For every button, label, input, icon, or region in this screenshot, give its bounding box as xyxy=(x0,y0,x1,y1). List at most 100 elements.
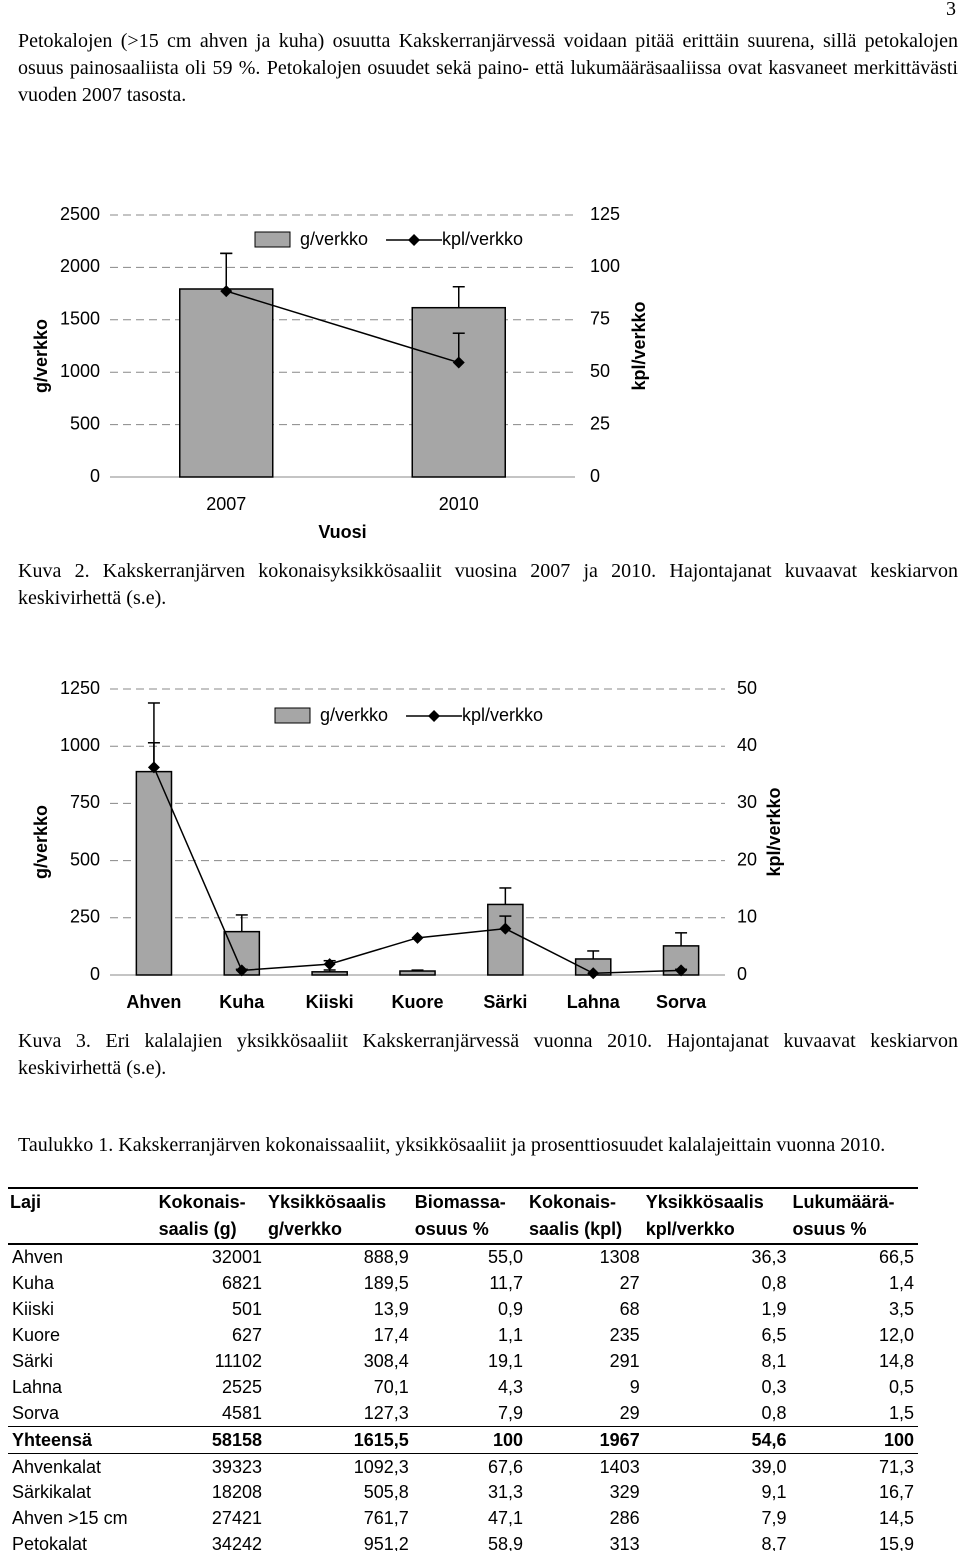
y2-tick-label: 40 xyxy=(737,735,757,755)
table-cell: 31,3 xyxy=(487,1482,524,1503)
table-cell: 1,5 xyxy=(888,1402,914,1423)
table-cell: 39323 xyxy=(211,1456,262,1477)
table-cell: Ahvenkalat xyxy=(12,1456,102,1477)
table-row: Ahven 32001 888,9 55,0 1308 36,3 66,5 xyxy=(8,1244,918,1271)
table-cell: 329 xyxy=(609,1482,640,1503)
table-row: Ahven >15 cm 27421 761,7 47,1 286 7,9 14,5 xyxy=(8,1506,918,1532)
table-cell: 36,3 xyxy=(751,1247,787,1268)
y2-tick-label: 50 xyxy=(737,678,757,698)
table-cell: 4,3 xyxy=(498,1376,524,1397)
table-cell: 12,0 xyxy=(878,1325,914,1346)
table-cell: 13,9 xyxy=(373,1299,409,1320)
y-tick-label: 250 xyxy=(70,907,100,927)
y-axis-title: g/verkko xyxy=(31,319,51,393)
header-cell: Kokonais-saalis (g) xyxy=(156,1187,266,1245)
header-text: Yksikkösaalis xyxy=(645,1192,764,1212)
table-cell: 0,5 xyxy=(888,1376,914,1397)
y-axis-title: g/verkko xyxy=(31,805,51,879)
table-cell: 70,1 xyxy=(373,1376,409,1397)
line xyxy=(226,290,459,364)
header-text: osuus % xyxy=(792,1219,867,1239)
table-cell: 34242 xyxy=(156,1531,266,1551)
legend-label: kpl/verkko xyxy=(462,705,543,725)
table-row: Sorva 4581 127,3 7,9 29 0,8 1,5 xyxy=(8,1400,918,1426)
y-tick-label: 2500 xyxy=(60,204,100,224)
point xyxy=(675,964,688,977)
table-cell: 951,2 xyxy=(265,1531,413,1551)
table-cell: 1308 xyxy=(599,1247,640,1268)
header-text: saalis (kpl) xyxy=(529,1219,623,1239)
table-cell: 27421 xyxy=(211,1508,262,1529)
legend-label: g/verkko xyxy=(300,229,368,249)
y-tick-label: 1000 xyxy=(60,361,100,381)
table-cell: 68 xyxy=(619,1299,640,1320)
table-row: Kuore 627 17,4 1,1 235 6,5 12,0 xyxy=(8,1323,918,1349)
point xyxy=(587,967,600,980)
table-cell: 313 xyxy=(527,1531,644,1551)
header-text: Biomassa- xyxy=(414,1192,506,1212)
y2-tick-label: 25 xyxy=(590,413,610,433)
table-cell: 501 xyxy=(231,1299,262,1320)
table-cell: Kuha xyxy=(12,1273,55,1294)
table-cell: Särki xyxy=(12,1351,54,1371)
y2-tick-label: 100 xyxy=(590,256,620,276)
table-cell: 6,5 xyxy=(761,1325,787,1346)
header-text: g/verkko xyxy=(267,1219,343,1239)
table-cell: 32001 xyxy=(211,1247,262,1268)
x-tick-label: Sorva xyxy=(656,992,707,1012)
table-cell: 3,5 xyxy=(888,1299,914,1320)
table-cell: 7,9 xyxy=(498,1402,524,1423)
table-cell: 6821 xyxy=(221,1273,262,1294)
table-row: Petokalat 34242 951,2 58,9 313 8,7 15,9 xyxy=(8,1531,918,1551)
y2-tick-label: 0 xyxy=(737,964,747,984)
paragraph: Petokalojen (>15 cm ahven ja kuha) osuut… xyxy=(18,30,958,106)
table-row: Kiiski 501 13,9 0,9 68 1,9 3,5 xyxy=(8,1297,918,1323)
table-cell: Särkikalat xyxy=(12,1482,92,1503)
y2-tick-label: 125 xyxy=(590,204,620,224)
bar xyxy=(135,770,173,976)
table-cell: 0,3 xyxy=(761,1376,787,1397)
table-cell: 291 xyxy=(609,1351,640,1371)
y2-axis-title: kpl/verkko xyxy=(629,301,649,390)
table-cell: 39,0 xyxy=(751,1456,787,1477)
y-tick-label: 1250 xyxy=(60,678,100,698)
point xyxy=(235,964,248,977)
header-cell: Kokonais-saalis (kpl) xyxy=(527,1187,644,1245)
header-cell: Biomassa-osuus % xyxy=(412,1187,528,1245)
y-tick-label: 0 xyxy=(90,466,100,486)
bar xyxy=(179,288,274,478)
table-cell: Yhteensä xyxy=(8,1426,157,1455)
table-cell: 0,8 xyxy=(761,1402,787,1423)
table-cell: 18208 xyxy=(211,1482,262,1503)
y-tick-label: 500 xyxy=(70,413,100,433)
y-tick-label: 500 xyxy=(70,849,100,869)
table-cell: 627 xyxy=(231,1325,262,1346)
caption: Kuva 3. Eri kalalajien yksikkösaaliit Ka… xyxy=(18,1030,958,1079)
page-number: 3 xyxy=(946,0,956,20)
y-tick-label: 2000 xyxy=(60,256,100,276)
table-row: Lahna 2525 70,1 4,3 9 0,3 0,5 xyxy=(8,1374,918,1400)
table-cell: 1,9 xyxy=(761,1299,787,1320)
y2-tick-label: 75 xyxy=(590,309,610,329)
point xyxy=(452,356,465,369)
point xyxy=(323,958,336,971)
table-cell: 66,5 xyxy=(878,1247,914,1268)
x-tick-label: Kuha xyxy=(219,992,265,1012)
legend-swatch xyxy=(254,231,291,248)
x-tick-label: 2010 xyxy=(439,494,479,514)
table-cell: Sorva xyxy=(12,1402,60,1423)
table-cell: Lahna xyxy=(12,1376,63,1397)
table-cell: 100 xyxy=(790,1426,918,1455)
table-cell: 16,7 xyxy=(878,1482,914,1503)
table-cell: 189,5 xyxy=(363,1273,409,1294)
y2-tick-label: 50 xyxy=(590,361,610,381)
table-cell: 67,6 xyxy=(487,1456,524,1477)
point xyxy=(147,761,160,774)
table-cell: 1403 xyxy=(599,1456,640,1477)
table-cell: 55,0 xyxy=(487,1247,524,1268)
table-cell: 11,7 xyxy=(489,1273,524,1294)
header-text: Kokonais- xyxy=(529,1192,617,1212)
header-text: Lukumäärä- xyxy=(792,1192,895,1212)
table-cell: 9 xyxy=(629,1376,640,1397)
